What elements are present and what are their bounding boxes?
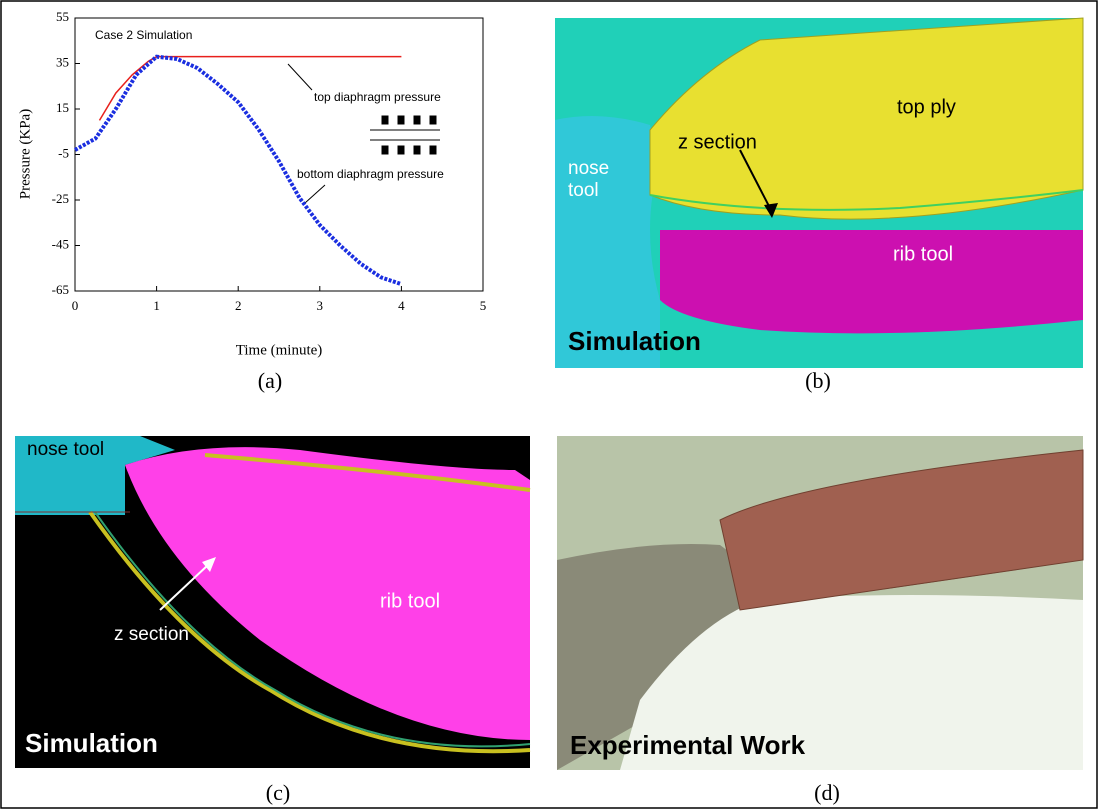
panel-c: nose tool rib tool z section Simulation [15,436,530,768]
caption: (b) [805,368,831,393]
page: top ply z section rib tool Simulation (b… [0,0,1099,811]
caption: (a) [258,368,282,393]
panel-d: Experimental Work [557,436,1083,770]
chart-title: Case 2 Simulation [95,28,192,42]
y-tick-label: -25 [52,191,69,206]
caption: (d) [814,780,840,805]
plot-frame [75,18,483,291]
chart: Case 2 Simulation Time (minute) Pressure… [17,9,486,358]
caption: (c) [266,780,290,805]
label: rib tool [380,590,440,612]
x-tick-label: 2 [235,298,242,313]
label: Simulation [568,326,701,356]
series-line [99,57,401,121]
label: nose tool [27,439,104,460]
label: top ply [897,96,956,118]
label: Experimental Work [570,730,806,760]
x-tick-label: 4 [398,298,405,313]
label: nose tool [568,158,616,202]
label: rib tool [893,243,953,265]
label: z section [678,131,757,153]
x-tick-label: 1 [153,298,160,313]
y-axis-label: Pressure (KPa) [17,109,33,199]
label: z section [114,624,189,645]
y-tick-label: 55 [56,9,69,24]
x-tick-label: 5 [480,298,487,313]
x-tick-label: 0 [72,298,79,313]
figure: top ply z section rib tool Simulation (b… [0,0,1099,811]
legend-label: top diaphragm pressure [314,90,441,104]
y-tick-label: 35 [56,54,69,69]
pressure-icon [370,116,440,154]
y-tick-label: -5 [58,145,69,160]
y-tick-label: -65 [52,282,69,297]
y-tick-label: 15 [56,100,69,115]
panel-b: top ply z section rib tool Simulation [555,18,1083,368]
y-tick-label: -45 [52,236,69,251]
label: Simulation [25,728,158,758]
x-tick-label: 3 [317,298,324,313]
x-axis-label: Time (minute) [236,342,323,358]
legend-label: bottom diaphragm pressure [297,167,444,181]
